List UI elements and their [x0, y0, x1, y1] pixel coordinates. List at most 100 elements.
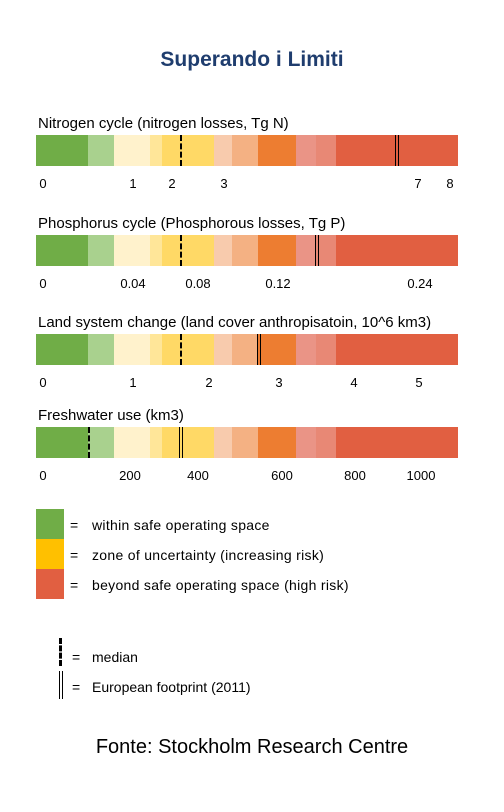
- risk-band: [258, 427, 296, 458]
- legend-eq-high-risk: =: [70, 577, 79, 593]
- risk-band: [214, 427, 232, 458]
- risk-band: [336, 334, 458, 365]
- risk-band: [88, 235, 114, 266]
- risk-band: [162, 135, 214, 166]
- boundary-bar: [36, 427, 458, 458]
- risk-band: [150, 135, 162, 166]
- boundary-bar: [36, 334, 458, 365]
- risk-band: [36, 235, 88, 266]
- median-key-label: median: [92, 649, 138, 665]
- risk-band: [214, 235, 232, 266]
- chart-title: Superando i Limiti: [160, 48, 344, 71]
- risk-band: [88, 334, 114, 365]
- panel-title: Land system change (land cover anthropis…: [38, 314, 432, 331]
- risk-band: [150, 334, 162, 365]
- legend-eq-safe: =: [70, 517, 79, 533]
- risk-band: [114, 235, 150, 266]
- tick-label: 600: [271, 468, 293, 483]
- boundary-bar: [36, 135, 458, 166]
- european-footprint-marker: [257, 334, 261, 365]
- risk-band: [150, 427, 162, 458]
- tick-label: 200: [119, 468, 141, 483]
- risk-band: [258, 135, 296, 166]
- legend-swatch-uncertainty: [36, 539, 64, 569]
- tick-label: 0: [39, 375, 47, 390]
- risk-band: [88, 427, 114, 458]
- legend-eq-uncertainty: =: [70, 547, 79, 563]
- legend-swatch-high-risk: [36, 569, 64, 599]
- risk-band: [162, 235, 214, 266]
- panel-title: Freshwater use (km3): [38, 407, 184, 424]
- european-footprint-key-icon: [59, 671, 63, 699]
- tick-label: 1000: [406, 468, 436, 483]
- risk-band: [316, 135, 336, 166]
- median-marker: [88, 427, 90, 458]
- legend-swatch-safe: [36, 509, 64, 539]
- risk-band: [114, 135, 150, 166]
- risk-band: [232, 427, 258, 458]
- tick-label: 400: [187, 468, 209, 483]
- tick-label: 0: [39, 176, 47, 191]
- tick-label: 4: [350, 375, 358, 390]
- risk-band: [336, 427, 458, 458]
- risk-band: [316, 235, 336, 266]
- tick-label: 0.24: [407, 276, 433, 291]
- risk-band: [114, 334, 150, 365]
- risk-band: [214, 135, 232, 166]
- risk-band: [336, 235, 458, 266]
- median-marker: [180, 135, 182, 166]
- european-footprint-marker: [315, 235, 319, 266]
- tick-label: 7: [414, 176, 422, 191]
- tick-label: 1: [129, 375, 137, 390]
- boundary-bar: [36, 235, 458, 266]
- risk-band: [114, 427, 150, 458]
- risk-band: [232, 235, 258, 266]
- legend-label-safe: within safe operating space: [92, 517, 270, 533]
- panel-title: Nitrogen cycle (nitrogen losses, Tg N): [38, 115, 289, 132]
- risk-band: [232, 135, 258, 166]
- risk-band: [258, 334, 296, 365]
- risk-band: [36, 135, 88, 166]
- median-marker: [180, 235, 182, 266]
- risk-band: [296, 427, 316, 458]
- risk-band: [336, 135, 458, 166]
- tick-label: 0.04: [120, 276, 146, 291]
- tick-label: 5: [415, 375, 423, 390]
- tick-label: 0: [39, 276, 47, 291]
- median-key-eq: =: [72, 649, 81, 665]
- risk-band: [296, 235, 316, 266]
- tick-label: 0.12: [265, 276, 291, 291]
- risk-band: [162, 334, 214, 365]
- source-note: Fonte: Stockholm Research Centre: [95, 736, 409, 758]
- tick-label: 3: [275, 375, 283, 390]
- risk-band: [232, 334, 258, 365]
- tick-label: 8: [446, 176, 454, 191]
- risk-band: [36, 427, 88, 458]
- tick-label: 800: [344, 468, 366, 483]
- median-marker: [180, 334, 182, 365]
- tick-label: 0: [39, 468, 47, 483]
- tick-label: 1: [129, 176, 137, 191]
- panel-title: Phosphorus cycle (Phosphorous losses, Tg…: [38, 215, 346, 232]
- risk-band: [36, 334, 88, 365]
- tick-label: 0.08: [185, 276, 211, 291]
- risk-band: [88, 135, 114, 166]
- tick-label: 3: [220, 176, 228, 191]
- footprint-key-eq: =: [72, 679, 81, 695]
- risk-band: [316, 334, 336, 365]
- legend-label-uncertainty: zone of uncertainty (increasing risk): [92, 547, 325, 563]
- risk-band: [296, 135, 316, 166]
- risk-band: [296, 334, 316, 365]
- risk-band: [162, 427, 214, 458]
- median-key-icon: [59, 638, 62, 666]
- risk-band: [150, 235, 162, 266]
- european-footprint-marker: [395, 135, 399, 166]
- european-footprint-marker: [179, 427, 183, 458]
- risk-band: [214, 334, 232, 365]
- footprint-key-label: European footprint (2011): [92, 679, 251, 695]
- risk-band: [316, 427, 336, 458]
- risk-band: [258, 235, 296, 266]
- legend-label-high-risk: beyond safe operating space (high risk): [92, 577, 349, 593]
- tick-label: 2: [205, 375, 213, 390]
- tick-label: 2: [168, 176, 176, 191]
